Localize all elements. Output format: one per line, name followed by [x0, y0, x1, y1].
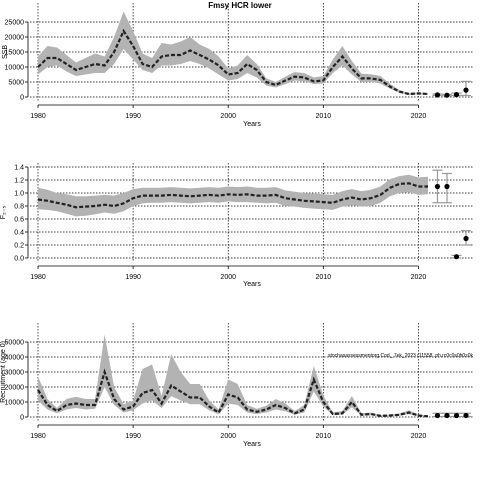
panel-3-y-tick-label: 40000: [5, 355, 25, 362]
panel-3-x-tick-label: 2000: [220, 433, 236, 440]
panel-1-x-tick-label: 2000: [220, 113, 236, 120]
panel-2: 1980 1990 2000 2010 2020 0.0 0.2 0.4 0.6 0.8 1.0 1.…: [0, 163, 474, 288]
panel-3-proj-point: [444, 412, 450, 419]
panel-2-proj-point: [453, 254, 460, 260]
panel-3-proj-point: [463, 412, 469, 419]
panel-1-ci-band: [38, 11, 428, 95]
panel-2-y-tick-label: 0.0: [14, 256, 24, 263]
panel-2-proj-point: [463, 235, 469, 242]
panel-2-proj-point: [434, 183, 441, 190]
panel-3-x-tick-label: 1980: [30, 433, 46, 440]
panel-3-x-tick-label: 1990: [125, 433, 141, 440]
panel-1-ylabel: SSB: [2, 45, 9, 59]
figure-title: Fmsy HCR lower: [208, 1, 272, 10]
panel-1-y-tick-label: 15000: [5, 50, 25, 57]
panel-1-x-tick-label: 1990: [125, 113, 141, 120]
panel-1-x-tick-label: 2020: [411, 113, 427, 120]
panel-1-xlabel: Years: [243, 121, 261, 128]
panel-3-y-tick-label: 10000: [5, 400, 25, 407]
panel-2-x-tick-label: 2020: [411, 274, 427, 281]
panel-2-ylabel: F₂₋₅: [0, 206, 7, 220]
panel-2-y-tick-label: 0.2: [14, 243, 24, 250]
panel-1-proj-point: [444, 92, 450, 98]
panel-2-x-tick-label: 1980: [30, 274, 46, 281]
panel-3-y-tick-label: 20000: [5, 385, 25, 392]
panels: 1980 1990 2000 2010 202005000100001500020000…: [0, 3, 474, 448]
panel-2-y-tick-label: 1.2: [14, 178, 24, 185]
panel-1-x-tick-label: 1980: [30, 113, 46, 120]
panel-1-proj-point: [453, 92, 460, 98]
panel-1-y-tick-label: 0: [20, 95, 24, 102]
panel-3-proj-point: [453, 412, 460, 419]
panel-1: 1980 1990 2000 2010 2020 0 5000 10000 15000 20000…: [2, 3, 474, 128]
panel-3-ylabel: Recruitment (age 0): [0, 341, 7, 403]
panel-2-median-line: [37, 182, 428, 209]
panel-2-y-tick-label: 1.0: [14, 191, 24, 198]
panel-2-y-tick-label: 0.4: [14, 230, 24, 237]
panel-1-y-tick-label: 25000: [5, 20, 25, 27]
panel-1-x-tick-label: 2010: [316, 113, 332, 120]
panel-2-y-tick-label: 0.6: [14, 217, 24, 224]
panel-3-ci-band: [38, 334, 428, 417]
panel-3: 1980 1990 2000 2010 2020 0 10000 20000 30000 4000…: [0, 323, 474, 448]
panel-3-y-tick-label: 50000: [5, 340, 25, 347]
panel-1-y-tick-label: 10000: [5, 65, 25, 72]
panel-2-y-tick-label: 1.4: [14, 165, 24, 172]
panel-3-y-tick-label: 0: [20, 415, 24, 422]
panel-3-median-line: [37, 368, 429, 418]
panel-2-x-tick-label: 1990: [125, 274, 141, 281]
panel-1-median-line: [37, 28, 429, 96]
panel-2-x-tick-label: 2000: [220, 274, 236, 281]
panel-2-proj-point: [444, 183, 450, 190]
panel-1-proj-point: [434, 92, 441, 98]
panel-2-xlabel: Years: [243, 281, 261, 288]
panel-1-proj-point: [463, 87, 469, 93]
panel-3-y-tick-label: 30000: [5, 370, 25, 377]
panel-2-x-tick-label: 2010: [316, 274, 332, 281]
panel-3-x-tick-label: 2020: [411, 433, 427, 440]
panel-1-y-tick-label: 5000: [8, 80, 24, 87]
panel-3-annotation: stochasassessmentorg.Cod_ 7ek_2023 r1155…: [328, 353, 473, 359]
panel-3-xlabel: Years: [243, 441, 261, 448]
panel-3-proj-point: [434, 412, 441, 419]
panel-1-y-tick-label: 20000: [5, 35, 25, 42]
panel-3-x-tick-label: 2010: [316, 433, 332, 440]
panel-2-y-tick-label: 0.8: [14, 204, 24, 211]
